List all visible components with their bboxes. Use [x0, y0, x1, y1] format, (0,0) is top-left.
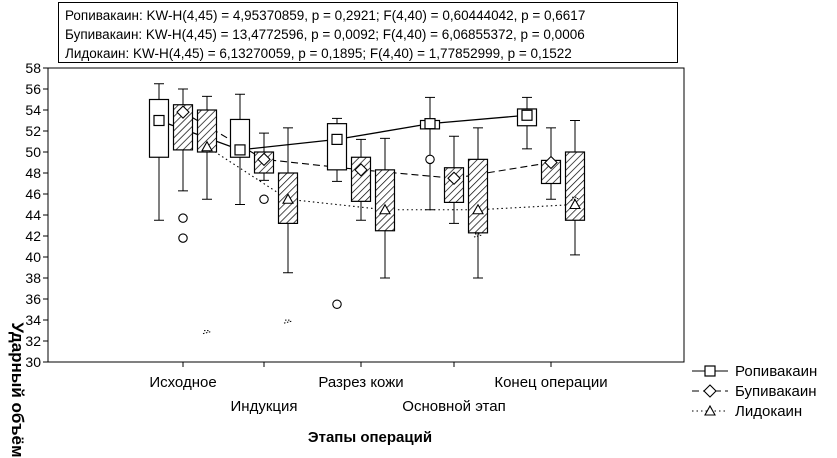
y-tick-label: 34 [25, 312, 41, 328]
box-group [516, 96, 538, 150]
box [172, 104, 194, 151]
median-marker [176, 105, 190, 119]
stats-box: Ропивакаин: KW-H(4,45) = 4,95370859, p =… [58, 2, 678, 63]
stats-line-ropivacaine: Ропивакаин: KW-H(4,45) = 4,95370859, p =… [65, 8, 586, 23]
x-tick-label: Разрез кожи [318, 374, 403, 391]
outlier-point [178, 213, 188, 223]
median-marker [282, 193, 294, 204]
box [467, 158, 489, 234]
stats-line-bupivacaine: Бупивакаин: KW-H(4,45) = 13,4772596, p =… [65, 27, 585, 42]
median-marker [447, 171, 461, 186]
box-group [443, 135, 465, 224]
box [564, 151, 586, 221]
box [148, 98, 170, 158]
y-tick-label: 40 [25, 249, 41, 265]
x-tick-label: Индукция [231, 398, 298, 415]
y-tick-label: 48 [25, 165, 41, 181]
median-marker [544, 155, 558, 170]
series-layer [148, 83, 586, 335]
median-marker [379, 203, 391, 215]
x-tick-label: Исходное [149, 374, 216, 391]
legend-label-2: Лидокаин [735, 403, 802, 420]
y-axis-title: Ударный объём [8, 322, 27, 457]
outlier-point [425, 154, 435, 165]
median-marker [521, 109, 533, 121]
x-axis: Исходное Индукция Разрез кожи Основной этап… [149, 362, 608, 415]
y-tick-label: 38 [25, 270, 41, 286]
median-marker [331, 133, 343, 145]
y-tick-label: 42 [25, 228, 41, 244]
y-tick-label: 58 [25, 60, 41, 76]
extreme-point [202, 331, 212, 335]
y-tick-label: 54 [25, 102, 41, 118]
outlier-point [332, 299, 342, 309]
box-group [148, 83, 170, 221]
median-marker [234, 144, 246, 156]
box [196, 109, 218, 153]
y-tick-label: 32 [25, 333, 41, 349]
extreme-point [283, 320, 293, 324]
y-tick-label: 52 [25, 123, 41, 139]
x-axis-title: Этапы операций [308, 429, 432, 446]
box-group [374, 137, 396, 279]
extreme-point [570, 197, 580, 201]
legend-label-0: Ропивакаин [735, 363, 817, 380]
box-group [467, 127, 489, 279]
box-group [229, 93, 251, 205]
y-tick-label: 56 [25, 81, 41, 97]
y-tick-label: 50 [25, 144, 41, 160]
box-group [172, 88, 194, 243]
legend-marker-2 [704, 404, 716, 416]
y-tick-label: 30 [25, 354, 41, 370]
y-axis: 30 32 34 36 38 40 42 44 46 48 50 52 54 56 58 [25, 60, 48, 370]
box-group [419, 96, 441, 211]
median-marker [354, 163, 368, 177]
median-marker [424, 118, 436, 130]
box-group [350, 138, 372, 221]
y-tick-label: 46 [25, 186, 41, 202]
extreme-point [473, 234, 483, 238]
box-group [277, 127, 299, 324]
box-group [540, 127, 562, 200]
x-tick-label: Основной этап [402, 398, 505, 415]
legend-marker-0 [704, 365, 716, 377]
outlier-point [259, 194, 269, 205]
legend-label-1: Бупивакаин [735, 383, 817, 400]
y-tick-label: 44 [25, 207, 41, 223]
x-tick-label: Конец операции [494, 374, 607, 391]
y-tick-label: 36 [25, 291, 41, 307]
plot-frame [47, 67, 685, 363]
box-group [253, 132, 275, 205]
outlier-point [178, 233, 188, 243]
median-marker [569, 198, 581, 210]
median-marker [153, 114, 165, 127]
stats-line-lidocaine: Лидокаин: KW-H(4,45) = 6,13270059, p = 0… [65, 46, 572, 61]
box [374, 169, 396, 232]
box [326, 123, 348, 171]
box-group [564, 120, 586, 256]
legend: Ропивакаин Бупивакаин Лидокаин [692, 363, 817, 420]
legend-marker-1 [703, 384, 717, 398]
median-marker [472, 203, 484, 215]
median-marker [257, 152, 271, 167]
median-marker [201, 140, 213, 152]
box-group [196, 95, 218, 335]
box-group [326, 117, 348, 309]
